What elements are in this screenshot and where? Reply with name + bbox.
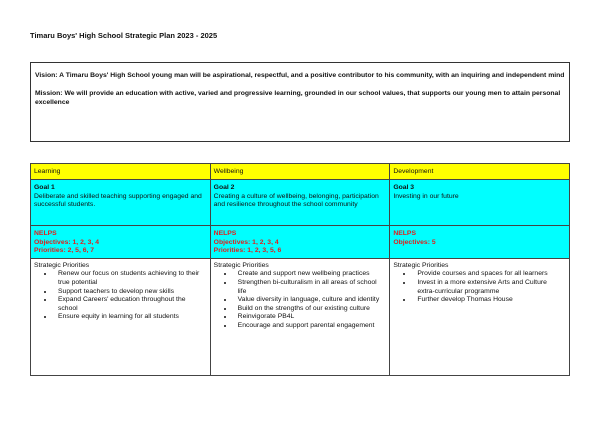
column-heading: Wellbeing: [209, 163, 391, 180]
nelps-label: NELPS: [213, 230, 237, 237]
nelps-label: NELPS: [34, 230, 57, 237]
priority-list: Provide courses and spaces for all learn…: [413, 270, 566, 304]
goal-text: Creating a culture of wellbeing, belongi…: [213, 192, 379, 209]
nelps-priorities: Priorities: 2, 5, 6, 7: [34, 247, 95, 255]
nelps-objectives: Objectives: 1, 2, 3, 4: [213, 238, 279, 246]
nelps-cell: NELPS Objectives: 1, 2, 3, 4 Priorities: 1…: [209, 225, 391, 259]
priority-item: Ensure equity in learning for all studen…: [54, 313, 207, 322]
nelps-objectives: Objectives: 5: [393, 238, 436, 246]
priority-item: Renew our focus on students achieving to…: [54, 270, 207, 287]
strategic-priorities-heading: Strategic Priorities: [393, 261, 449, 269]
priority-item: Support teachers to develop new skills: [54, 288, 207, 297]
goal-cell: Goal 1 Deliberate and skilled teaching su…: [30, 179, 211, 226]
vision-mission-box: Vision: A Timaru Boys' High School young…: [30, 62, 570, 142]
priority-list: Create and support new wellbeing practic…: [234, 270, 387, 330]
priority-item: Invest in a more extensive Arts and Cult…: [413, 279, 566, 296]
goal-title: Goal 1: [34, 184, 55, 191]
nelps-priorities: Priorities: 1, 2, 3, 5, 6: [213, 247, 282, 255]
priority-item: Expand Careers' education throughout the…: [54, 296, 207, 313]
strategic-priorities-heading: Strategic Priorities: [213, 261, 269, 269]
nelps-objectives: Objectives: 1, 2, 3, 4: [34, 238, 99, 246]
nelps-cell: NELPS Objectives: 5: [389, 225, 570, 259]
goal-title: Goal 2: [213, 184, 235, 191]
column-heading: Learning: [30, 163, 211, 180]
document-title: Timaru Boys' High School Strategic Plan …: [30, 31, 218, 40]
priority-item: Encourage and support parental engagemen…: [234, 322, 387, 331]
strategic-priorities-cell: Strategic PrioritiesCreate and support n…: [209, 257, 391, 376]
strategic-priorities-cell: Strategic PrioritiesRenew our focus on s…: [30, 257, 211, 376]
vision-statement: Vision: A Timaru Boys' High School young…: [35, 72, 565, 79]
priority-list: Renew our focus on students achieving to…: [54, 270, 207, 322]
strategic-priorities-cell: Strategic PrioritiesProvide courses and …: [389, 257, 570, 376]
goal-cell: Goal 3 Investing in our future: [389, 179, 570, 226]
priority-item: Strengthen bi-culturalism in all areas o…: [234, 279, 387, 296]
mission-statement: Mission: We will provide an education wi…: [35, 90, 561, 106]
priority-item: Build on the strengths of our existing c…: [234, 305, 387, 314]
goal-cell: Goal 2 Creating a culture of wellbeing, b…: [209, 179, 391, 226]
nelps-label: NELPS: [393, 230, 416, 237]
nelps-cell: NELPS Objectives: 1, 2, 3, 4 Priorities: 2…: [30, 225, 211, 259]
priority-item: Value diversity in language, culture and…: [234, 296, 387, 305]
priority-item: Further develop Thomas House: [413, 296, 566, 305]
column-heading: Development: [389, 163, 570, 180]
goal-text: Deliberate and skilled teaching supporti…: [34, 192, 202, 209]
priority-item: Provide courses and spaces for all learn…: [413, 270, 566, 279]
goal-title: Goal 3: [393, 184, 415, 191]
goal-text: Investing in our future: [393, 192, 459, 200]
strategic-priorities-heading: Strategic Priorities: [34, 261, 90, 269]
priority-item: Create and support new wellbeing practic…: [234, 270, 387, 279]
priority-item: Reinvigorate PB4L: [234, 313, 387, 322]
strategic-plan-table: Learning Wellbeing Development Goal 1 Delib…: [30, 163, 570, 376]
